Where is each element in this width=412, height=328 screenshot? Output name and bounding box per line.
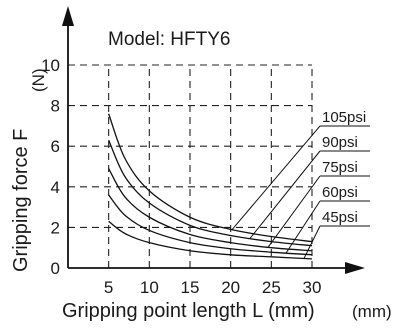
series-curves xyxy=(108,113,313,260)
series-line-60psi xyxy=(108,194,313,256)
x-tick-label-3: 20 xyxy=(221,278,240,297)
y-tick-label-5: 10 xyxy=(41,56,60,75)
y-tick-label-2: 4 xyxy=(51,178,60,197)
series-label-60psi: 60psi xyxy=(322,184,358,201)
leader-line-105psi xyxy=(231,125,321,230)
series-label-75psi: 75psi xyxy=(322,159,358,176)
x-tick-label-0: 5 xyxy=(104,278,113,297)
x-axis-label-extra: (mm) xyxy=(352,302,392,321)
x-tick-label-1: 10 xyxy=(140,278,159,297)
x-axis-arrow xyxy=(345,262,365,274)
y-tick-label-0: 0 xyxy=(51,259,60,278)
leader-line-45psi xyxy=(303,225,321,259)
x-tick-label-4: 25 xyxy=(262,278,281,297)
x-tick-label-2: 15 xyxy=(181,278,200,297)
series-label-105psi: 105psi xyxy=(322,109,366,126)
leader-line-90psi xyxy=(249,150,321,239)
x-axis-label: Gripping point length L (mm) xyxy=(62,300,315,322)
y-axis-label: Gripping force F xyxy=(10,129,32,272)
y-axis-unit: (N) xyxy=(29,68,48,92)
leader-line-60psi xyxy=(285,200,321,254)
leader-line-75psi xyxy=(267,175,321,248)
series-label-90psi: 90psi xyxy=(322,134,358,151)
y-tick-label-4: 8 xyxy=(51,97,60,116)
series-labels: 105psi 90psi 75psi 60psi 45psi xyxy=(231,109,370,259)
series-line-90psi xyxy=(108,139,313,247)
y-tick-label-1: 2 xyxy=(51,218,60,237)
y-tick-label-3: 6 xyxy=(51,137,60,156)
axes xyxy=(62,6,365,274)
grid xyxy=(68,64,313,268)
series-line-105psi xyxy=(108,113,313,243)
x-tick-label-5: 30 xyxy=(303,278,322,297)
series-label-45psi: 45psi xyxy=(322,209,358,226)
y-axis-arrow xyxy=(62,6,74,26)
tick-labels: 5 10 15 20 25 30 0 2 4 6 8 10 xyxy=(41,56,321,297)
series-line-45psi xyxy=(108,220,313,260)
chart-title: Model: HFTY6 xyxy=(108,29,230,50)
series-line-75psi xyxy=(108,168,313,252)
